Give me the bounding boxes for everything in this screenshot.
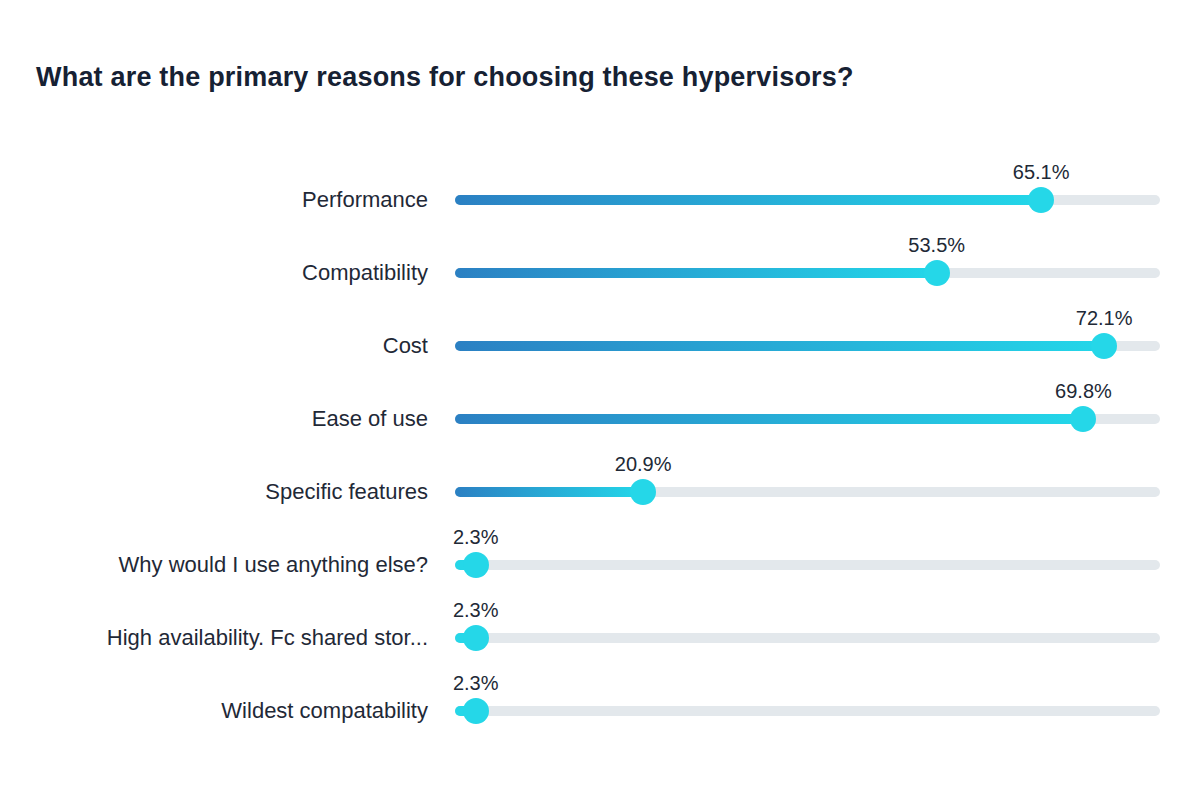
bar-track-area: 2.3%: [455, 706, 1160, 716]
bar-track-area: 65.1%: [455, 195, 1160, 205]
chart-title: What are the primary reasons for choosin…: [36, 62, 854, 93]
chart-row: Performance65.1%: [0, 163, 1200, 236]
bar-track: 53.5%: [455, 268, 1160, 278]
bar-track: 69.8%: [455, 414, 1160, 424]
category-label: Cost: [0, 333, 455, 359]
bar-track-area: 2.3%: [455, 633, 1160, 643]
value-label: 65.1%: [1013, 161, 1070, 184]
bar-track-area: 2.3%: [455, 560, 1160, 570]
chart-row: Wildest compatability2.3%: [0, 674, 1200, 747]
bar-track-area: 53.5%: [455, 268, 1160, 278]
chart-row: Ease of use69.8%: [0, 382, 1200, 455]
chart-row: Why would I use anything else?2.3%: [0, 528, 1200, 601]
bar-fill: [455, 487, 643, 497]
value-label: 2.3%: [453, 672, 499, 695]
value-label: 69.8%: [1055, 380, 1112, 403]
bar-dot: [463, 625, 489, 651]
bar-fill: [455, 414, 1083, 424]
value-label: 72.1%: [1076, 307, 1133, 330]
value-label: 2.3%: [453, 599, 499, 622]
value-label: 20.9%: [615, 453, 672, 476]
category-label: Compatibility: [0, 260, 455, 286]
bar-track-area: 20.9%: [455, 487, 1160, 497]
category-label: Ease of use: [0, 406, 455, 432]
bar-track: 2.3%: [455, 560, 1160, 570]
bar-track-area: 69.8%: [455, 414, 1160, 424]
category-label: High availability. Fc shared stor...: [0, 625, 455, 651]
bar-track: 20.9%: [455, 487, 1160, 497]
bar-dot: [924, 260, 950, 286]
chart-rows: Performance65.1%Compatibility53.5%Cost72…: [0, 163, 1200, 747]
bar-track-area: 72.1%: [455, 341, 1160, 351]
chart-row: Specific features20.9%: [0, 455, 1200, 528]
category-label: Wildest compatability: [0, 698, 455, 724]
chart-row: Compatibility53.5%: [0, 236, 1200, 309]
bar-dot: [463, 698, 489, 724]
bar-dot: [1091, 333, 1117, 359]
value-label: 2.3%: [453, 526, 499, 549]
category-label: Specific features: [0, 479, 455, 505]
bar-track: 65.1%: [455, 195, 1160, 205]
bar-fill: [455, 195, 1041, 205]
category-label: Why would I use anything else?: [0, 552, 455, 578]
chart-row: Cost72.1%: [0, 309, 1200, 382]
chart-row: High availability. Fc shared stor...2.3%: [0, 601, 1200, 674]
bar-dot: [630, 479, 656, 505]
bar-dot: [463, 552, 489, 578]
bar-dot: [1070, 406, 1096, 432]
category-label: Performance: [0, 187, 455, 213]
bar-fill: [455, 268, 937, 278]
bar-track: 2.3%: [455, 633, 1160, 643]
bar-fill: [455, 341, 1104, 351]
bar-track: 2.3%: [455, 706, 1160, 716]
bar-dot: [1028, 187, 1054, 213]
bar-track: 72.1%: [455, 341, 1160, 351]
value-label: 53.5%: [908, 234, 965, 257]
